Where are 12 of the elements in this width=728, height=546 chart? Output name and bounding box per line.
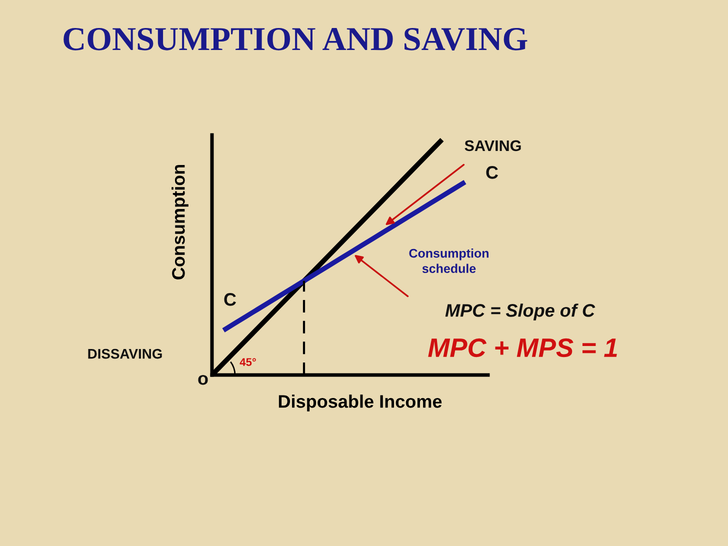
text: o [198,374,208,385]
text: DISSAVING [88,348,162,359]
annotation: 45° [240,358,256,366]
annotation: MPC + MPS = 1 [428,338,617,358]
y-axis-title: Consumption [172,164,188,280]
annotation: C [486,166,498,179]
x-axis-title: Disposable Income [278,394,442,412]
annotation: MPC = Slope of C [445,304,596,320]
chart-title: CONSUMPTION AND SAVING [64,28,528,51]
annotation: SAVING [464,140,521,152]
annotation: C [224,293,236,306]
annotation: Consumption schedule [409,248,488,273]
